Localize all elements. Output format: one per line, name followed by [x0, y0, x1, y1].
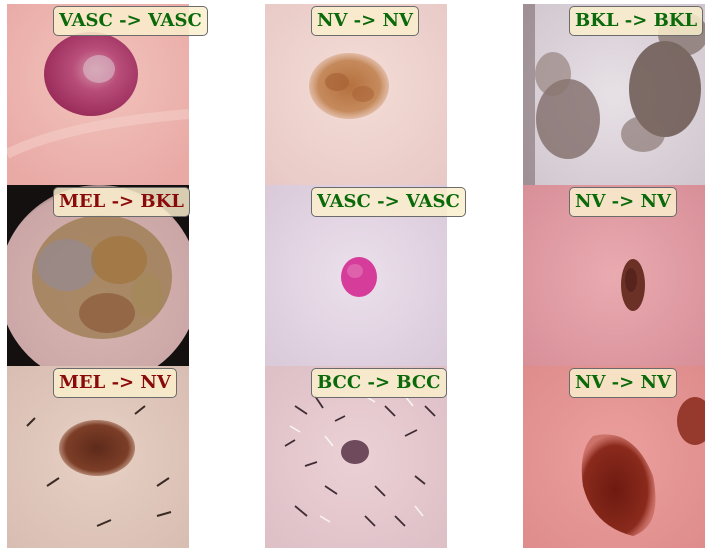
classification-label-4: MEL -> BKL [53, 187, 190, 217]
classification-label-2: NV -> NV [311, 6, 419, 36]
classification-label-7: MEL -> NV [53, 368, 177, 398]
classification-label-3: BKL -> BKL [569, 6, 704, 36]
classification-label-1: VASC -> VASC [53, 6, 208, 36]
classification-label-8: BCC -> BCC [311, 368, 447, 398]
classification-label-6: NV -> NV [569, 187, 677, 217]
classification-label-9: NV -> NV [569, 368, 677, 398]
classification-label-5: VASC -> VASC [311, 187, 466, 217]
